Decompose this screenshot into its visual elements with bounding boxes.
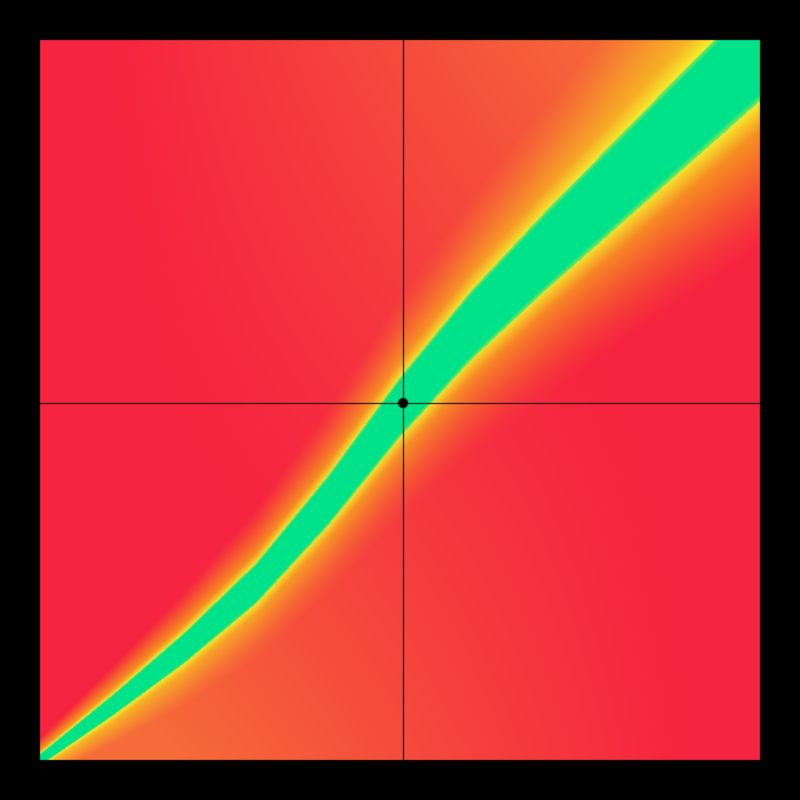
chart-frame: TheBottleneck.com: [0, 0, 800, 800]
bottleneck-heatmap: [0, 0, 800, 800]
